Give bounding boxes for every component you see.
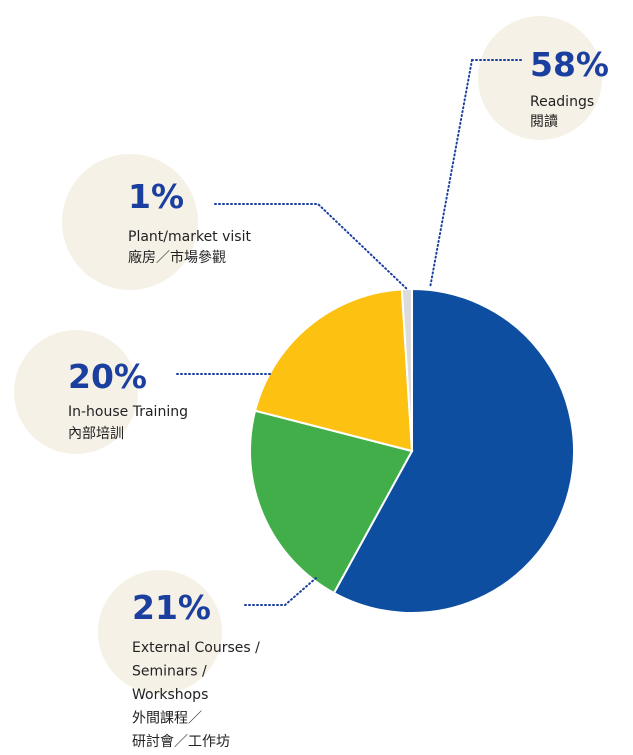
slice: [249, 409, 414, 595]
category-label: Seminars /: [132, 664, 207, 680]
category-label: External Courses /: [132, 640, 260, 656]
category-label: Workshops: [132, 687, 208, 703]
category-label: Readings: [530, 94, 594, 110]
leader: [244, 577, 317, 606]
slice: [400, 287, 413, 452]
category-label: 外間課程／: [132, 711, 202, 727]
category-label: In-house Training: [68, 404, 188, 420]
bubble: [478, 16, 602, 140]
category-label: 閱讀: [530, 114, 558, 130]
category-label: 研討會／工作坊: [132, 734, 230, 750]
value-label: 1%: [128, 177, 184, 216]
bubble: [14, 330, 138, 454]
leaders: [176, 59, 523, 606]
leader: [214, 203, 409, 291]
slice: [253, 288, 414, 453]
pie: [249, 287, 575, 614]
category-label: Plant/market visit: [128, 229, 251, 245]
labels: 58% Readings 閱讀 21% External Courses / Semina…: [68, 45, 609, 750]
bubble: [98, 570, 222, 694]
value-label: 21%: [132, 588, 211, 627]
category-label: 內部培訓: [68, 426, 124, 442]
leader: [429, 59, 473, 289]
bubble: [62, 154, 198, 290]
bubbles: [14, 16, 602, 694]
category-label: 廠房／市場參觀: [128, 249, 226, 266]
value-label: 20%: [68, 357, 147, 396]
slice: [332, 287, 575, 614]
value-label: 58%: [530, 45, 609, 84]
